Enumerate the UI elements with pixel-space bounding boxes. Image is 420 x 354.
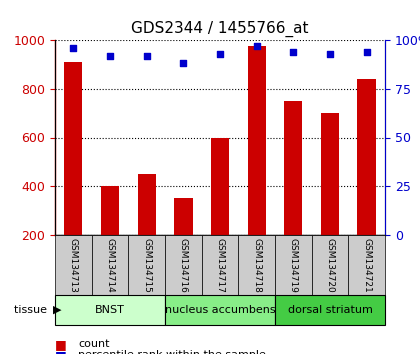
Bar xyxy=(321,113,339,235)
Point xyxy=(107,53,113,58)
Text: GSM134717: GSM134717 xyxy=(215,238,225,293)
Bar xyxy=(312,235,348,295)
Point xyxy=(327,51,333,57)
Point xyxy=(143,53,150,58)
Text: nucleus accumbens: nucleus accumbens xyxy=(165,305,276,315)
Text: GSM134719: GSM134719 xyxy=(289,238,298,293)
Bar xyxy=(137,174,156,235)
Bar xyxy=(275,295,385,325)
Text: GSM134714: GSM134714 xyxy=(105,238,115,293)
Bar xyxy=(284,101,302,235)
Point xyxy=(70,45,77,51)
Text: GSM134720: GSM134720 xyxy=(326,238,334,293)
Bar xyxy=(348,235,385,295)
Bar xyxy=(211,137,229,235)
Bar xyxy=(165,235,202,295)
Bar xyxy=(247,46,266,235)
Text: tissue: tissue xyxy=(14,305,51,315)
Text: GSM134715: GSM134715 xyxy=(142,238,151,293)
Bar xyxy=(55,295,165,325)
Text: ▶: ▶ xyxy=(53,305,61,315)
Bar xyxy=(92,235,129,295)
Point xyxy=(363,49,370,55)
Bar xyxy=(101,186,119,235)
Bar xyxy=(129,235,165,295)
Text: GSM134716: GSM134716 xyxy=(179,238,188,293)
Bar xyxy=(55,235,92,295)
Title: GDS2344 / 1455766_at: GDS2344 / 1455766_at xyxy=(131,21,309,37)
Text: GSM134713: GSM134713 xyxy=(69,238,78,293)
Bar xyxy=(275,235,312,295)
Point xyxy=(290,49,297,55)
Bar xyxy=(357,79,376,235)
Bar xyxy=(165,295,275,325)
Point xyxy=(253,43,260,49)
Text: ■: ■ xyxy=(55,349,71,354)
Text: dorsal striatum: dorsal striatum xyxy=(288,305,373,315)
Bar xyxy=(238,235,275,295)
Bar xyxy=(64,62,82,235)
Text: percentile rank within the sample: percentile rank within the sample xyxy=(78,350,266,354)
Bar xyxy=(174,199,192,235)
Text: GSM134721: GSM134721 xyxy=(362,238,371,293)
Text: count: count xyxy=(78,339,110,349)
Bar xyxy=(202,235,238,295)
Text: GSM134718: GSM134718 xyxy=(252,238,261,293)
Point xyxy=(217,51,223,57)
Text: BNST: BNST xyxy=(95,305,125,315)
Point xyxy=(180,61,187,66)
Text: ■: ■ xyxy=(55,338,71,351)
